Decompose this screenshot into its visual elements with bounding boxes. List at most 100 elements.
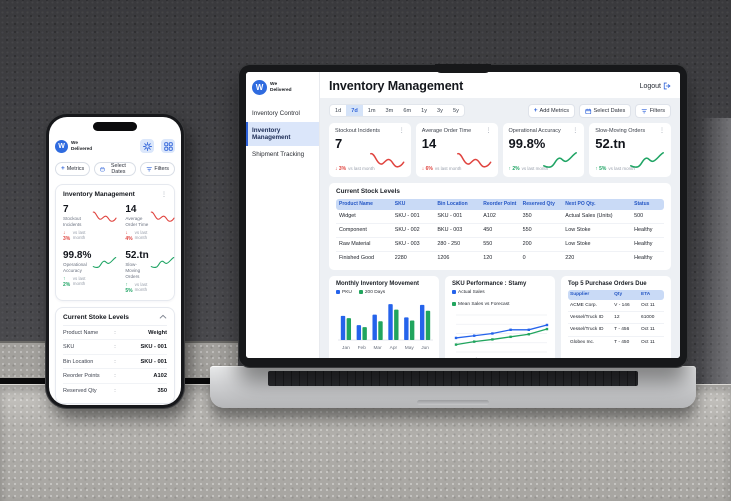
filters-button[interactable]: Filters xyxy=(635,104,671,118)
metric-label-line: Average xyxy=(125,216,143,221)
table-cell: 500 xyxy=(631,209,664,224)
field-label: Reorder Points xyxy=(63,373,100,380)
apps-button[interactable] xyxy=(161,139,175,153)
table-row[interactable]: Raw Material SKU - 003 280 - 250 550 200 Low … xyxy=(336,237,664,252)
metric-delta: ↑ 5% vs last month xyxy=(125,282,148,294)
table-cell: Low Stoke xyxy=(562,237,632,252)
metric-delta: ↑ 2% vs last month xyxy=(63,276,91,288)
svg-text:May: May xyxy=(405,345,415,351)
svg-text:Jan: Jan xyxy=(452,357,460,359)
legend-label: 200 Days xyxy=(364,289,386,295)
logout-icon xyxy=(663,82,671,90)
metric-card: Operational Accuracy ⋮ 99.8% ↑ 2% vs last mo… xyxy=(502,122,585,177)
time-tab-3m[interactable]: 3m xyxy=(385,107,394,114)
svg-text:Jan: Jan xyxy=(342,345,350,351)
bar-chart: Jan Feb Mar Apr May Jun xyxy=(338,303,433,351)
column-header: SKU xyxy=(391,198,435,210)
phone-metrics-card-title: Inventory Management xyxy=(63,191,135,198)
logout-button[interactable]: Logout xyxy=(640,82,671,90)
table-row[interactable]: Vessel/Truck ID 12 61000 xyxy=(568,311,664,325)
laptop-base xyxy=(210,366,696,408)
sidebar-item-inventory-management[interactable]: Inventory Management xyxy=(246,122,319,146)
time-tab-1d[interactable]: 1d xyxy=(335,107,342,114)
table-row[interactable]: ACME Corp. V - 146 Oct 11 xyxy=(568,299,664,312)
phone-metrics-card-header: Inventory Management ⋮ xyxy=(63,191,167,198)
purchase-orders-card: Top 5 Purchase Orders Due Supplier Qty ETA… xyxy=(561,275,671,358)
legend-swatch xyxy=(358,290,363,294)
column-header: Reorder Point xyxy=(480,198,520,210)
phone-display: W We Delivered xyxy=(49,117,181,405)
toolbar: + Add Metrics Select Dates xyxy=(527,104,671,118)
settings-button[interactable] xyxy=(140,139,154,153)
metric-label-line: Orders xyxy=(125,273,140,279)
table-cell: V - 146 xyxy=(612,299,640,312)
table-row[interactable]: Widget SKU - 001 SKU - 001 A102 350 Actual Sa… xyxy=(336,209,664,224)
bar-chart-title: Monthly Inventory Movement xyxy=(336,280,420,287)
table-cell: Actual Sales (Units) xyxy=(562,209,632,224)
filters-button[interactable]: Filters xyxy=(139,162,175,176)
time-tab-1y[interactable]: 1y xyxy=(421,107,428,114)
metrics-label: Metrics xyxy=(66,166,85,172)
gear-icon xyxy=(142,141,152,151)
svg-text:Jun: Jun xyxy=(543,357,551,359)
kebab-menu-icon[interactable]: ⋮ xyxy=(485,127,492,134)
column-header: Supplier xyxy=(568,289,613,300)
sidebar-item-inventory-control[interactable]: Inventory Control xyxy=(252,110,300,117)
table-row[interactable]: Finished Good 2280 1206 120 0 220 Healthy xyxy=(336,251,664,265)
time-tab-1m[interactable]: 1m xyxy=(367,107,376,114)
column-header: Qty xyxy=(612,289,640,300)
kebab-menu-icon[interactable]: ⋮ xyxy=(659,127,665,134)
delta-caption: vs last month xyxy=(608,165,635,171)
laptop-keyboard xyxy=(268,371,638,386)
plus-icon: + xyxy=(533,106,538,114)
field-separator: : xyxy=(114,387,116,394)
metrics-button[interactable]: + Metrics xyxy=(55,162,91,176)
legend-swatch xyxy=(336,290,340,294)
table-cell: 220 xyxy=(565,255,575,261)
legend-swatch xyxy=(452,290,456,294)
field-label: SKU xyxy=(63,344,75,351)
delta-value: ↓ 6% xyxy=(421,165,433,172)
kebab-menu-icon[interactable]: ⋮ xyxy=(572,127,579,134)
table-cell: Vessel/Truck ID xyxy=(568,311,613,325)
table-row[interactable]: Vessel/Truck ID T - 456 Oct 11 xyxy=(568,323,664,337)
logo-text: We Delivered xyxy=(270,81,292,93)
trend-sparkline xyxy=(150,211,175,222)
table-cell: 550 xyxy=(480,237,520,252)
table-row[interactable]: Globex Inc. T - 450 Oct 11 xyxy=(568,336,664,348)
svg-text:Feb: Feb xyxy=(358,345,367,351)
time-tab-5y[interactable]: 5y xyxy=(452,107,459,114)
metric-label: Operational Accuracy xyxy=(63,262,91,274)
table-cell: A102 xyxy=(480,209,520,224)
phone-metric: 52.tn Slow-Moving Orders ↑ 5% vs last month xyxy=(125,250,174,294)
field-value: SKU - 001 xyxy=(140,344,167,351)
phone-toolbar: + Metrics Select Dates xyxy=(55,162,175,176)
filter-icon xyxy=(146,167,152,171)
table-cell: Healthy xyxy=(631,223,664,238)
metric-label-line: Order Time xyxy=(125,221,149,227)
table-row[interactable]: Component SKU - 002 BKU - 003 450 550 Low Sto… xyxy=(336,223,664,238)
field-label: Bin Location xyxy=(63,358,94,365)
select-dates-button[interactable]: Select Dates xyxy=(94,162,136,176)
chevron-up-icon[interactable] xyxy=(159,314,167,320)
sidebar-item-shipment-tracking[interactable]: Shipment Tracking xyxy=(252,151,305,158)
kebab-menu-icon[interactable]: ⋮ xyxy=(398,127,405,134)
kebab-menu-icon[interactable]: ⋮ xyxy=(161,191,167,198)
add-metrics-button[interactable]: + Add Metrics xyxy=(527,104,576,118)
svg-text:Feb: Feb xyxy=(470,357,479,359)
table-cell: Globex Inc. xyxy=(570,339,595,345)
phone-metric: 7 Stockout Incidents ↓ 3% vs last month xyxy=(63,204,117,242)
time-tab-3y[interactable]: 3y xyxy=(437,107,443,114)
table-cell: 550 xyxy=(519,223,563,238)
select-dates-label: Select Dates xyxy=(110,163,126,175)
time-tab-7d[interactable]: 7d xyxy=(346,105,363,117)
metric-label-line: Incidents xyxy=(63,221,82,227)
metric-delta: ↓ 3% vs last month xyxy=(63,230,91,242)
line-chart-legend: Actual Sales Mean Sales vs Forecast xyxy=(452,290,548,307)
select-dates-button[interactable]: Select Dates xyxy=(579,104,632,118)
legend-label: Mean Sales vs Forecast xyxy=(458,301,510,307)
metric-label-line: Operational xyxy=(63,261,87,267)
field-value: A102 xyxy=(153,373,167,380)
time-tab-6m[interactable]: 6m xyxy=(403,107,412,114)
table-cell: ACME Corp. xyxy=(568,299,613,312)
